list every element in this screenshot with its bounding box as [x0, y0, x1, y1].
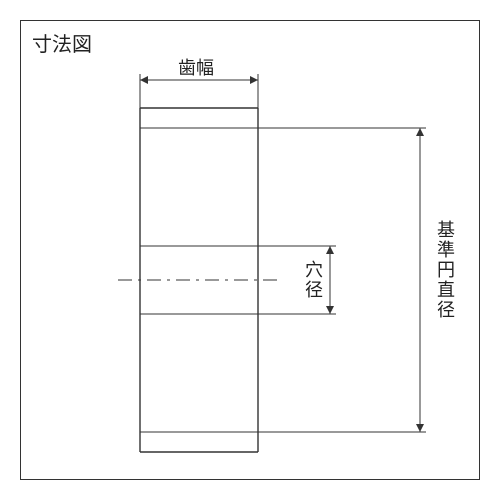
drawing-svg [0, 0, 500, 500]
